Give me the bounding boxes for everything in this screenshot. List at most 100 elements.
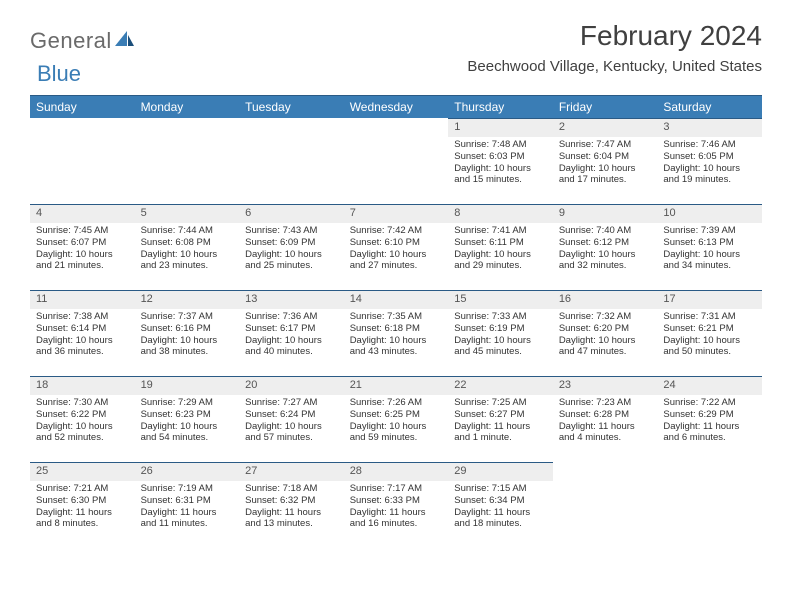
day-details: Sunrise: 7:18 AMSunset: 6:32 PMDaylight:…	[239, 481, 344, 533]
day-number: 19	[135, 376, 240, 395]
day-number: 21	[344, 376, 449, 395]
calendar-week-row: 25Sunrise: 7:21 AMSunset: 6:30 PMDayligh…	[30, 462, 762, 548]
sunrise-line: Sunrise: 7:33 AM	[454, 311, 547, 323]
day-number: 23	[553, 376, 658, 395]
day-details: Sunrise: 7:31 AMSunset: 6:21 PMDaylight:…	[657, 309, 762, 361]
sunrise-line: Sunrise: 7:32 AM	[559, 311, 652, 323]
calendar-table: Sunday Monday Tuesday Wednesday Thursday…	[30, 95, 762, 548]
day-details: Sunrise: 7:47 AMSunset: 6:04 PMDaylight:…	[553, 137, 658, 189]
sunset-line: Sunset: 6:07 PM	[36, 237, 129, 249]
day-number: 25	[30, 462, 135, 481]
sunset-line: Sunset: 6:24 PM	[245, 409, 338, 421]
sunset-line: Sunset: 6:08 PM	[141, 237, 234, 249]
weekday-wednesday: Wednesday	[344, 96, 449, 119]
daylight-line: Daylight: 10 hours and 17 minutes.	[559, 163, 652, 187]
day-number: 17	[657, 290, 762, 309]
day-details: Sunrise: 7:27 AMSunset: 6:24 PMDaylight:…	[239, 395, 344, 447]
calendar-day-cell: 25Sunrise: 7:21 AMSunset: 6:30 PMDayligh…	[30, 462, 135, 548]
calendar-day-cell: 15Sunrise: 7:33 AMSunset: 6:19 PMDayligh…	[448, 290, 553, 376]
day-number: 1	[448, 118, 553, 137]
sunset-line: Sunset: 6:12 PM	[559, 237, 652, 249]
day-details: Sunrise: 7:38 AMSunset: 6:14 PMDaylight:…	[30, 309, 135, 361]
sunrise-line: Sunrise: 7:42 AM	[350, 225, 443, 237]
sunset-line: Sunset: 6:10 PM	[350, 237, 443, 249]
logo: General	[30, 28, 136, 54]
day-details: Sunrise: 7:29 AMSunset: 6:23 PMDaylight:…	[135, 395, 240, 447]
day-details: Sunrise: 7:33 AMSunset: 6:19 PMDaylight:…	[448, 309, 553, 361]
sunset-line: Sunset: 6:03 PM	[454, 151, 547, 163]
calendar-week-row: 11Sunrise: 7:38 AMSunset: 6:14 PMDayligh…	[30, 290, 762, 376]
day-number: 6	[239, 204, 344, 223]
sunset-line: Sunset: 6:25 PM	[350, 409, 443, 421]
day-number: 14	[344, 290, 449, 309]
daylight-line: Daylight: 10 hours and 32 minutes.	[559, 249, 652, 273]
sunset-line: Sunset: 6:09 PM	[245, 237, 338, 249]
sunrise-line: Sunrise: 7:38 AM	[36, 311, 129, 323]
day-number: 29	[448, 462, 553, 481]
daylight-line: Daylight: 10 hours and 38 minutes.	[141, 335, 234, 359]
calendar-day-cell: 23Sunrise: 7:23 AMSunset: 6:28 PMDayligh…	[553, 376, 658, 462]
calendar-day-cell: 19Sunrise: 7:29 AMSunset: 6:23 PMDayligh…	[135, 376, 240, 462]
calendar-day-cell	[239, 118, 344, 204]
day-details: Sunrise: 7:39 AMSunset: 6:13 PMDaylight:…	[657, 223, 762, 275]
daylight-line: Daylight: 10 hours and 59 minutes.	[350, 421, 443, 445]
daylight-line: Daylight: 11 hours and 16 minutes.	[350, 507, 443, 531]
day-details: Sunrise: 7:46 AMSunset: 6:05 PMDaylight:…	[657, 137, 762, 189]
day-number: 15	[448, 290, 553, 309]
calendar-day-cell: 27Sunrise: 7:18 AMSunset: 6:32 PMDayligh…	[239, 462, 344, 548]
daylight-line: Daylight: 10 hours and 57 minutes.	[245, 421, 338, 445]
calendar-day-cell	[30, 118, 135, 204]
daylight-line: Daylight: 10 hours and 19 minutes.	[663, 163, 756, 187]
day-details: Sunrise: 7:22 AMSunset: 6:29 PMDaylight:…	[657, 395, 762, 447]
day-details: Sunrise: 7:40 AMSunset: 6:12 PMDaylight:…	[553, 223, 658, 275]
day-number: 2	[553, 118, 658, 137]
day-details: Sunrise: 7:25 AMSunset: 6:27 PMDaylight:…	[448, 395, 553, 447]
day-number: 13	[239, 290, 344, 309]
location-subtitle: Beechwood Village, Kentucky, United Stat…	[467, 58, 762, 75]
sunset-line: Sunset: 6:22 PM	[36, 409, 129, 421]
calendar-week-row: 18Sunrise: 7:30 AMSunset: 6:22 PMDayligh…	[30, 376, 762, 462]
daylight-line: Daylight: 10 hours and 54 minutes.	[141, 421, 234, 445]
logo-sail-icon	[114, 30, 136, 53]
calendar-day-cell: 6Sunrise: 7:43 AMSunset: 6:09 PMDaylight…	[239, 204, 344, 290]
sunset-line: Sunset: 6:29 PM	[663, 409, 756, 421]
daylight-line: Daylight: 10 hours and 40 minutes.	[245, 335, 338, 359]
sunrise-line: Sunrise: 7:23 AM	[559, 397, 652, 409]
sunrise-line: Sunrise: 7:40 AM	[559, 225, 652, 237]
sunset-line: Sunset: 6:33 PM	[350, 495, 443, 507]
calendar-day-cell: 4Sunrise: 7:45 AMSunset: 6:07 PMDaylight…	[30, 204, 135, 290]
weekday-tuesday: Tuesday	[239, 96, 344, 119]
sunset-line: Sunset: 6:16 PM	[141, 323, 234, 335]
day-details: Sunrise: 7:43 AMSunset: 6:09 PMDaylight:…	[239, 223, 344, 275]
calendar-day-cell: 21Sunrise: 7:26 AMSunset: 6:25 PMDayligh…	[344, 376, 449, 462]
sunset-line: Sunset: 6:11 PM	[454, 237, 547, 249]
sunrise-line: Sunrise: 7:48 AM	[454, 139, 547, 151]
day-details: Sunrise: 7:23 AMSunset: 6:28 PMDaylight:…	[553, 395, 658, 447]
daylight-line: Daylight: 10 hours and 25 minutes.	[245, 249, 338, 273]
daylight-line: Daylight: 10 hours and 34 minutes.	[663, 249, 756, 273]
calendar-day-cell: 10Sunrise: 7:39 AMSunset: 6:13 PMDayligh…	[657, 204, 762, 290]
sunrise-line: Sunrise: 7:37 AM	[141, 311, 234, 323]
daylight-line: Daylight: 11 hours and 11 minutes.	[141, 507, 234, 531]
sunset-line: Sunset: 6:17 PM	[245, 323, 338, 335]
sunrise-line: Sunrise: 7:17 AM	[350, 483, 443, 495]
weekday-monday: Monday	[135, 96, 240, 119]
calendar-day-cell: 17Sunrise: 7:31 AMSunset: 6:21 PMDayligh…	[657, 290, 762, 376]
sunset-line: Sunset: 6:21 PM	[663, 323, 756, 335]
day-number: 11	[30, 290, 135, 309]
calendar-day-cell: 26Sunrise: 7:19 AMSunset: 6:31 PMDayligh…	[135, 462, 240, 548]
daylight-line: Daylight: 10 hours and 52 minutes.	[36, 421, 129, 445]
calendar-day-cell: 11Sunrise: 7:38 AMSunset: 6:14 PMDayligh…	[30, 290, 135, 376]
daylight-line: Daylight: 10 hours and 43 minutes.	[350, 335, 443, 359]
daylight-line: Daylight: 10 hours and 36 minutes.	[36, 335, 129, 359]
sunrise-line: Sunrise: 7:47 AM	[559, 139, 652, 151]
day-number: 20	[239, 376, 344, 395]
calendar-day-cell: 7Sunrise: 7:42 AMSunset: 6:10 PMDaylight…	[344, 204, 449, 290]
sunrise-line: Sunrise: 7:39 AM	[663, 225, 756, 237]
calendar-day-cell	[553, 462, 658, 548]
calendar-day-cell: 3Sunrise: 7:46 AMSunset: 6:05 PMDaylight…	[657, 118, 762, 204]
sunset-line: Sunset: 6:19 PM	[454, 323, 547, 335]
day-details: Sunrise: 7:42 AMSunset: 6:10 PMDaylight:…	[344, 223, 449, 275]
calendar-week-row: 1 Sunrise: 7:48 AMSunset: 6:03 PM Daylight…	[30, 118, 762, 204]
calendar-day-cell: 13Sunrise: 7:36 AMSunset: 6:17 PMDayligh…	[239, 290, 344, 376]
